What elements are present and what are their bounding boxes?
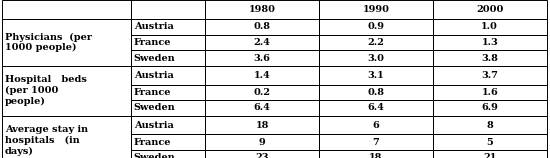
Text: Hospital   beds
(per 1000
people): Hospital beds (per 1000 people)	[5, 75, 87, 106]
Bar	[2, 66, 131, 116]
Text: Average stay in
hospitals   (in
days): Average stay in hospitals (in days)	[5, 125, 88, 156]
Bar	[433, 116, 547, 134]
Bar	[205, 66, 319, 85]
Bar	[205, 150, 319, 158]
Text: 6.4: 6.4	[254, 103, 271, 112]
Bar	[131, 66, 205, 85]
Bar	[131, 134, 205, 150]
Bar	[131, 19, 205, 35]
Bar	[319, 66, 433, 85]
Text: 18: 18	[369, 153, 383, 158]
Text: 9: 9	[258, 138, 266, 147]
Bar	[433, 150, 547, 158]
Bar	[319, 19, 433, 35]
Bar	[433, 35, 547, 50]
Bar	[433, 100, 547, 116]
Bar	[433, 134, 547, 150]
Text: 6.4: 6.4	[367, 103, 384, 112]
Text: 1.6: 1.6	[481, 88, 498, 97]
Bar	[319, 116, 433, 134]
Bar	[131, 85, 205, 100]
Text: Sweden: Sweden	[134, 153, 175, 158]
Text: France: France	[134, 88, 171, 97]
Bar	[205, 100, 319, 116]
Text: 2000: 2000	[476, 5, 503, 14]
Text: 3.6: 3.6	[254, 54, 271, 63]
Text: Sweden: Sweden	[134, 54, 175, 63]
Text: 1.0: 1.0	[481, 22, 498, 31]
Bar	[205, 50, 319, 66]
Bar	[319, 50, 433, 66]
Text: 23: 23	[255, 153, 269, 158]
Text: 18: 18	[255, 121, 269, 130]
Bar	[319, 35, 433, 50]
Text: 0.9: 0.9	[367, 22, 384, 31]
Text: 3.7: 3.7	[481, 71, 498, 80]
Text: Austria: Austria	[134, 22, 174, 31]
Bar	[2, 0, 131, 19]
Text: 3.1: 3.1	[367, 71, 384, 80]
Bar	[433, 50, 547, 66]
Text: 0.8: 0.8	[254, 22, 271, 31]
Text: 3.0: 3.0	[367, 54, 384, 63]
Text: 21: 21	[483, 153, 497, 158]
Text: 8: 8	[486, 121, 493, 130]
Text: 1980: 1980	[249, 5, 276, 14]
Bar	[131, 0, 205, 19]
Text: France: France	[134, 138, 171, 147]
Text: Austria: Austria	[134, 121, 174, 130]
Text: 6.9: 6.9	[481, 103, 498, 112]
Bar	[319, 85, 433, 100]
Bar	[205, 134, 319, 150]
Bar	[2, 19, 131, 66]
Text: 3.8: 3.8	[481, 54, 498, 63]
Bar	[205, 35, 319, 50]
Text: France: France	[134, 38, 171, 47]
Bar	[131, 150, 205, 158]
Bar	[205, 19, 319, 35]
Bar	[319, 134, 433, 150]
Text: 7: 7	[372, 138, 379, 147]
Bar	[433, 85, 547, 100]
Text: 2.2: 2.2	[367, 38, 384, 47]
Bar	[319, 100, 433, 116]
Bar	[205, 0, 319, 19]
Text: 0.8: 0.8	[367, 88, 384, 97]
Bar	[205, 116, 319, 134]
Bar	[2, 116, 131, 158]
Text: Physicians  (per
1000 people): Physicians (per 1000 people)	[5, 32, 92, 52]
Text: 6: 6	[372, 121, 379, 130]
Text: 5: 5	[486, 138, 493, 147]
Bar	[433, 0, 547, 19]
Bar	[433, 19, 547, 35]
Bar	[131, 50, 205, 66]
Text: 1.4: 1.4	[254, 71, 271, 80]
Bar	[319, 150, 433, 158]
Bar	[131, 116, 205, 134]
Bar	[131, 35, 205, 50]
Bar	[319, 0, 433, 19]
Text: Austria: Austria	[134, 71, 174, 80]
Text: 1990: 1990	[362, 5, 389, 14]
Bar	[205, 85, 319, 100]
Bar	[131, 100, 205, 116]
Text: 1.3: 1.3	[481, 38, 498, 47]
Text: 0.2: 0.2	[254, 88, 271, 97]
Text: Sweden: Sweden	[134, 103, 175, 112]
Bar	[433, 66, 547, 85]
Text: 2.4: 2.4	[254, 38, 271, 47]
